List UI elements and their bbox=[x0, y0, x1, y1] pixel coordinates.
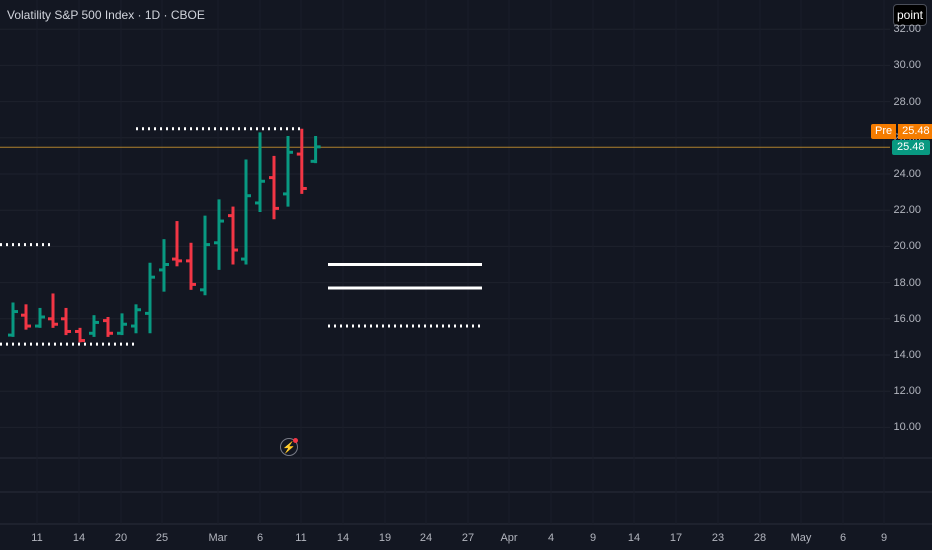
ohlc-bar bbox=[48, 293, 58, 328]
ohlc-bar bbox=[283, 135, 293, 207]
x-tick-label: 20 bbox=[114, 532, 128, 544]
ohlc-bar bbox=[296, 128, 307, 194]
ohlc-bar bbox=[145, 262, 155, 334]
level-lines bbox=[0, 127, 482, 346]
ohlc-bars bbox=[8, 128, 321, 343]
x-tick-label: 11 bbox=[31, 532, 43, 544]
x-tick-label: 6 bbox=[256, 532, 264, 544]
ohlc-bar bbox=[159, 239, 169, 292]
last-price-badge: 25.48 bbox=[892, 140, 930, 155]
x-tick-label: May bbox=[790, 532, 812, 544]
ohlc-bar bbox=[310, 135, 321, 164]
x-tick-label: 9 bbox=[589, 532, 597, 544]
ohlc-bar bbox=[200, 215, 210, 296]
ohlc-bar bbox=[241, 159, 251, 265]
y-tick-label: 12.00 bbox=[893, 385, 921, 398]
x-tick-label: 4 bbox=[547, 532, 555, 544]
notification-dot bbox=[293, 438, 298, 443]
chart-grid bbox=[0, 28, 932, 525]
ohlc-bar bbox=[21, 304, 31, 330]
premarket-value: 25.48 bbox=[898, 124, 932, 139]
x-tick-label: Apr bbox=[500, 532, 518, 544]
ohlc-bar bbox=[117, 313, 127, 336]
ohlc-bar bbox=[228, 206, 238, 265]
ohlc-bar bbox=[61, 307, 71, 336]
y-tick-label: 20.00 bbox=[893, 240, 921, 253]
x-tick-label: 11 bbox=[295, 532, 307, 544]
chart-title: Volatility S&P 500 Index · 1D · CBOE bbox=[7, 8, 205, 22]
lightning-icon[interactable]: ⚡ bbox=[280, 438, 298, 456]
y-tick-label: 32.00 bbox=[893, 23, 921, 36]
y-tick-label: 10.00 bbox=[893, 421, 921, 434]
x-tick-label: 19 bbox=[378, 532, 392, 544]
ohlc-bar bbox=[8, 302, 18, 337]
x-tick-label: 27 bbox=[461, 532, 475, 544]
ohlc-bar bbox=[255, 132, 265, 213]
ohlc-bar bbox=[131, 304, 141, 334]
ohlc-bar bbox=[214, 199, 224, 270]
y-tick-label: 16.00 bbox=[893, 312, 921, 325]
x-tick-label: 28 bbox=[753, 532, 767, 544]
x-tick-label: 23 bbox=[711, 532, 725, 544]
y-tick-label: 24.00 bbox=[893, 168, 921, 180]
y-tick-label: 30.00 bbox=[893, 59, 921, 72]
x-tick-label: 17 bbox=[669, 532, 683, 544]
x-tick-label: 14 bbox=[627, 532, 641, 544]
ohlc-bar bbox=[35, 307, 45, 328]
x-tick-label: 9 bbox=[880, 532, 888, 544]
ohlc-bar bbox=[172, 221, 182, 267]
point-button[interactable]: point bbox=[893, 4, 927, 26]
ohlc-bar bbox=[89, 315, 99, 337]
ohlc-bar bbox=[75, 327, 85, 343]
ohlc-bar bbox=[269, 155, 279, 220]
x-tick-label: 6 bbox=[839, 532, 847, 544]
y-tick-label: 28.00 bbox=[893, 95, 921, 108]
ohlc-bar bbox=[186, 242, 196, 290]
y-tick-label: 14.00 bbox=[893, 349, 921, 361]
y-tick-label: 18.00 bbox=[893, 276, 921, 289]
x-tick-label: 25 bbox=[155, 532, 169, 544]
x-tick-label: 14 bbox=[72, 532, 86, 544]
premarket-price-badge: Pre 25.48 bbox=[871, 124, 932, 139]
x-tick-label: Mar bbox=[208, 532, 228, 544]
premarket-label: Pre bbox=[871, 124, 897, 139]
ohlc-bar bbox=[103, 316, 113, 337]
y-tick-label: 22.00 bbox=[893, 204, 921, 217]
x-tick-label: 14 bbox=[336, 532, 350, 544]
x-tick-label: 24 bbox=[419, 532, 433, 544]
